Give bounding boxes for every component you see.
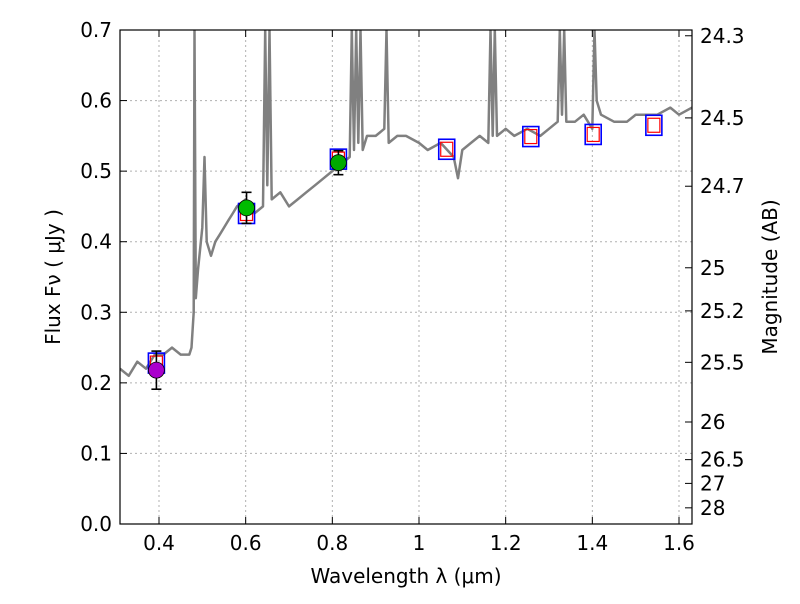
x-tick-label: 0.6: [230, 531, 262, 555]
y-tick-label: 0.7: [80, 18, 112, 42]
x-tick-label: 0.8: [316, 531, 348, 555]
model-box: [437, 138, 456, 161]
x-axis: 0.4 0.6 0.8 1 1.2 1.4 1.6: [143, 30, 695, 555]
spectrum-line: [120, 30, 692, 378]
observed-point: [147, 361, 165, 379]
x-tick-label: 1: [413, 531, 426, 555]
y2-tick-label: 26.5: [700, 448, 745, 472]
y2-axis-label: Magnitude (AB): [758, 199, 782, 354]
observed-points: [147, 149, 347, 391]
y2-tick-label: 24.7: [700, 174, 745, 198]
y2-tick-label: 28: [700, 496, 725, 520]
y-axis-label: Flux Fν ( μJy ): [41, 209, 65, 345]
y2-tick-label: 25.5: [700, 350, 745, 374]
y2-tick-label: 24.5: [700, 106, 745, 130]
model-box: [521, 125, 540, 148]
y2-tick-label: 25: [700, 256, 725, 280]
observed-point: [329, 154, 347, 172]
y2-tick-label: 26: [700, 410, 725, 434]
y-tick-label: 0.1: [80, 441, 112, 465]
y-tick-label: 0.0: [80, 512, 112, 536]
plot-frame: [119, 29, 693, 525]
x-tick-label: 1.4: [576, 531, 608, 555]
model-box: [584, 123, 603, 146]
y-tick-label: 0.4: [80, 230, 112, 254]
y-tick-label: 0.2: [80, 371, 112, 395]
x-tick-label: 1.6: [663, 531, 695, 555]
x-tick-label: 1.2: [490, 531, 522, 555]
model-box-inner: [586, 126, 600, 143]
plot-area: [120, 30, 692, 524]
model-box-inner: [524, 128, 538, 145]
y-tick-label: 0.3: [80, 300, 112, 324]
x-tick-label: 0.4: [143, 531, 175, 555]
y2-tick-label: 27: [700, 471, 725, 495]
y-axis: 0.0 0.1 0.2 0.3 0.4 0.5 0.6 0.7: [80, 18, 127, 536]
observed-point: [238, 199, 255, 217]
y2-tick-label: 24.3: [700, 24, 745, 48]
model-box-inner: [647, 117, 661, 133]
model-box-inner: [440, 141, 454, 157]
y-tick-label: 0.6: [80, 89, 112, 113]
spectrum-layer: [120, 30, 692, 378]
y2-tick-label: 25.2: [700, 299, 745, 323]
y-tick-label: 0.5: [80, 159, 112, 183]
model-box: [645, 114, 663, 137]
x-axis-label: Wavelength λ (μm): [310, 564, 501, 588]
